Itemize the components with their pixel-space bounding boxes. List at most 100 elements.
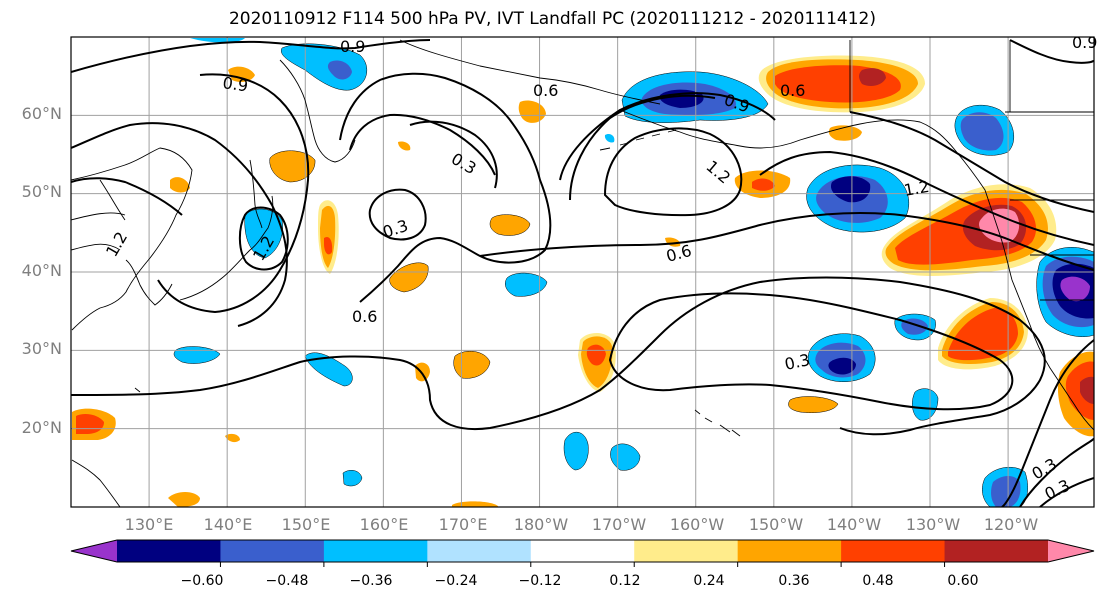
chart-title: 2020110912 F114 500 hPa PV, IVT Landfall… xyxy=(228,9,876,29)
negative-anomaly xyxy=(828,357,856,375)
lat-tick-label: 60°N xyxy=(21,104,62,123)
contour-line xyxy=(71,177,183,216)
colorbar-tick-label: 0.60 xyxy=(947,573,979,589)
negative-anomaly xyxy=(342,470,363,487)
colorbar-tick-label: −0.36 xyxy=(349,573,393,589)
coastline-korea xyxy=(125,259,173,306)
lon-tick-label: 140°W xyxy=(826,515,882,534)
contour-line xyxy=(608,292,1014,411)
colorbar-segment xyxy=(530,540,635,562)
colorbar-tick-label: 0.12 xyxy=(609,573,641,589)
contour-line xyxy=(71,39,431,73)
positive-anomaly xyxy=(752,178,775,191)
lon-tick-label: 180°W xyxy=(513,515,569,534)
colorbar-extend-low xyxy=(71,540,117,562)
shading-layer xyxy=(72,38,1094,507)
colorbar-segment xyxy=(841,540,946,562)
negative-anomaly xyxy=(327,60,352,80)
positive-anomaly xyxy=(452,501,498,507)
negative-anomaly xyxy=(991,476,1021,507)
coastline-sakhalin xyxy=(249,159,263,229)
colorbar-tick-label: 0.36 xyxy=(778,573,810,589)
taiwan-coast xyxy=(134,387,141,393)
contour-label: 0.6 xyxy=(780,81,805,100)
colorbar-segment xyxy=(323,540,428,562)
positive-anomaly xyxy=(788,396,839,413)
contour-line xyxy=(71,276,1046,436)
negative-anomaly xyxy=(304,352,353,387)
coastline-japan xyxy=(179,195,274,301)
contour-line xyxy=(1039,477,1094,507)
negative-anomaly xyxy=(960,112,1004,151)
lon-tick-label: 170°E xyxy=(438,515,488,534)
coastline-alaska xyxy=(619,109,956,151)
lat-tick-label: 20°N xyxy=(21,418,62,437)
lon-tick-label: 160°W xyxy=(669,515,725,534)
colorbar-outline xyxy=(70,539,1095,563)
colorbar-extend-high xyxy=(1048,540,1094,562)
contour-line xyxy=(409,120,498,189)
positive-anomaly xyxy=(1080,376,1094,404)
contour-line xyxy=(368,188,427,241)
colorbar-segment xyxy=(737,540,842,562)
positive-anomaly xyxy=(1065,361,1094,420)
contour-line xyxy=(1019,437,1094,507)
lon-tick-label: 170°W xyxy=(591,515,647,534)
coastline-siberia xyxy=(399,39,661,105)
contour-label: 0.6 xyxy=(533,81,558,100)
coastline-north-america xyxy=(954,149,1094,431)
colorbar-segment xyxy=(427,540,532,562)
lon-tick-label: 140°E xyxy=(203,515,253,534)
lon-tick-label: 160°E xyxy=(359,515,409,534)
colorbar-tick-label: 0.48 xyxy=(862,573,894,589)
contour-line xyxy=(569,94,716,201)
positive-anomaly xyxy=(453,350,491,379)
canada-us-border xyxy=(849,40,1094,201)
negative-anomaly xyxy=(604,133,615,143)
colorbar-tick-label: −0.12 xyxy=(518,573,562,589)
colorbar-segment xyxy=(220,540,325,562)
hawaii-islands xyxy=(694,409,741,437)
colorbar-tick-label: −0.24 xyxy=(434,573,478,589)
contour-line xyxy=(759,150,1094,246)
contour-line xyxy=(339,72,552,303)
colorbar-segment xyxy=(117,540,221,562)
map-frame xyxy=(70,36,1095,508)
contour-line xyxy=(1001,339,1094,507)
positive-anomaly xyxy=(489,214,531,236)
lat-tick-label: 50°N xyxy=(21,182,62,201)
aleutian-islands xyxy=(599,129,677,151)
contour-label: 0.6 xyxy=(352,307,377,326)
contour-line xyxy=(559,92,776,181)
colorbar-tick-label: 0.24 xyxy=(693,573,725,589)
contour-line xyxy=(238,206,289,271)
colorbar-tick-label: −0.48 xyxy=(265,573,309,589)
lat-tick-label: 40°N xyxy=(21,261,62,280)
colorbar-segment xyxy=(634,540,739,562)
negative-anomaly xyxy=(830,176,871,203)
negative-anomaly xyxy=(1060,276,1090,302)
contour-label: 0.3 xyxy=(783,350,812,374)
positive-anomaly xyxy=(324,236,333,255)
contour-line xyxy=(849,111,1094,213)
contour-line xyxy=(157,73,310,314)
negative-anomaly xyxy=(505,272,548,297)
coastlines xyxy=(71,39,1094,507)
us-state-lines xyxy=(1030,254,1094,301)
coastline-asia xyxy=(71,147,193,331)
colorbar xyxy=(70,539,1095,567)
contour-line xyxy=(1009,39,1094,64)
positive-anomaly xyxy=(415,362,430,382)
positive-anomaly xyxy=(225,433,240,443)
china-borders xyxy=(71,179,126,251)
positive-anomaly xyxy=(228,66,255,83)
coastline-kamchatka xyxy=(279,59,356,163)
gridlines xyxy=(71,37,1094,507)
lon-tick-label: 130°E xyxy=(124,515,174,534)
positive-anomaly xyxy=(948,308,1018,361)
contour-lines xyxy=(71,39,1094,507)
lon-tick-label: 130°W xyxy=(905,515,961,534)
philippines-coast xyxy=(71,459,121,507)
positive-anomaly xyxy=(168,492,200,507)
